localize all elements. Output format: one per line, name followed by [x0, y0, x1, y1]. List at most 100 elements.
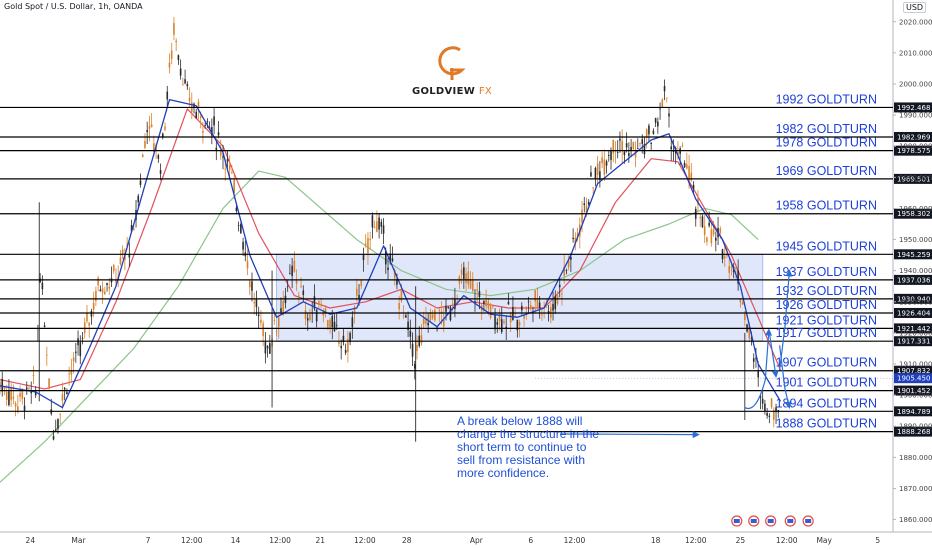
candle-body	[253, 302, 256, 304]
candle-body	[670, 146, 673, 150]
level-label-7: 1932 GOLDTURN	[776, 284, 877, 298]
candle-body	[217, 132, 220, 136]
candle-body	[255, 299, 258, 308]
event-flag-stripe-4	[805, 519, 812, 523]
y-tick-label: 1880.000	[899, 454, 932, 462]
candle-body	[211, 127, 213, 136]
candle-body	[536, 299, 539, 308]
candle-body	[387, 267, 389, 271]
candle-body	[264, 342, 267, 354]
event-flag-stripe-1	[750, 519, 757, 523]
candle-body	[273, 319, 276, 321]
candle-body	[599, 171, 601, 181]
candle-body	[567, 260, 570, 268]
candle-body	[179, 68, 182, 76]
candle-body	[286, 286, 289, 288]
candle-body	[561, 293, 563, 295]
candle-body	[407, 321, 409, 330]
candle-body	[378, 217, 380, 230]
level-tag-text-5: 1945.259	[897, 251, 930, 259]
candle-body	[652, 130, 655, 134]
candle-body	[186, 84, 189, 87]
y-tick-label: 1900.000	[899, 392, 932, 400]
candle-body	[382, 225, 385, 234]
candle-body	[431, 314, 434, 319]
candle-body	[451, 303, 454, 306]
candle-body	[748, 325, 751, 339]
level-tag-text-11: 1907.832	[897, 367, 930, 375]
candle-body	[81, 338, 84, 340]
candle-body	[153, 143, 155, 152]
event-flag-stripe-0	[733, 519, 740, 523]
x-tick-label: 12:00	[181, 536, 203, 545]
level-tag-text-4: 1958.302	[897, 210, 930, 218]
candle-body	[665, 97, 668, 99]
candle-body	[41, 282, 44, 290]
candle-body	[108, 286, 111, 289]
chart-title: Gold Spot / U.S. Dollar, 1h, OANDA	[4, 2, 143, 11]
level-tag-text-9: 1921.442	[897, 325, 930, 333]
candle-body	[23, 405, 26, 412]
candle-body	[298, 295, 300, 297]
arrow-reject-down	[768, 329, 779, 378]
candle-body	[46, 354, 48, 356]
candle-body	[79, 342, 82, 357]
candle-body	[447, 307, 450, 308]
level-tag-text-14: 1888.268	[897, 428, 930, 436]
candle-body	[761, 398, 764, 404]
candle-body	[251, 281, 253, 291]
level-tag-text-12: 1901.452	[897, 387, 930, 395]
candle-body	[112, 265, 115, 272]
candle-body	[686, 164, 688, 169]
candle-body	[199, 116, 202, 118]
candle-body	[257, 314, 260, 317]
candle-body	[529, 304, 532, 310]
candle-body	[318, 301, 320, 305]
x-tick-label: 12:00	[776, 536, 798, 545]
candle-body	[168, 62, 171, 68]
candle-body	[335, 324, 338, 326]
candle-body	[556, 295, 559, 304]
candle-body	[639, 142, 641, 144]
level-tag-12	[894, 385, 932, 396]
candle-body	[184, 79, 186, 84]
candle-body	[32, 375, 35, 377]
level-tag-text-8: 1926.404	[897, 309, 931, 317]
candle-body	[775, 407, 777, 413]
candle-body	[681, 145, 684, 147]
candle-body	[266, 346, 269, 349]
x-tick-label: May	[816, 536, 832, 545]
candle-body	[592, 187, 594, 189]
candle-body	[277, 317, 280, 327]
candle-body	[605, 161, 608, 166]
candle-body	[621, 140, 623, 152]
candle-body	[650, 142, 652, 144]
currency-badge[interactable]: USD	[903, 2, 927, 13]
candle-body	[701, 216, 704, 227]
candle-body	[521, 306, 523, 311]
candle-body	[119, 257, 122, 265]
x-tick-label: 18	[651, 536, 661, 545]
y-tick-label: 1870.000	[899, 485, 932, 493]
x-tick-label: 12:00	[564, 536, 586, 545]
x-tick-label: 25	[736, 536, 746, 545]
candle-body	[541, 314, 543, 316]
candle-body	[710, 229, 713, 244]
candle-body	[8, 391, 10, 406]
candle-body	[282, 301, 285, 315]
candle-body	[170, 50, 173, 59]
current-price-tag	[894, 373, 932, 384]
candle-body	[405, 315, 407, 318]
candle-body	[469, 279, 472, 289]
candle-body	[425, 317, 427, 324]
candle-body	[34, 390, 37, 396]
candle-body	[68, 373, 70, 375]
candle-body	[371, 215, 374, 228]
candle-body	[360, 279, 363, 286]
candle-body	[380, 221, 383, 227]
candle-body	[478, 291, 481, 298]
candle-body	[228, 165, 231, 170]
candle-body	[657, 121, 659, 127]
candle-body	[438, 310, 441, 312]
